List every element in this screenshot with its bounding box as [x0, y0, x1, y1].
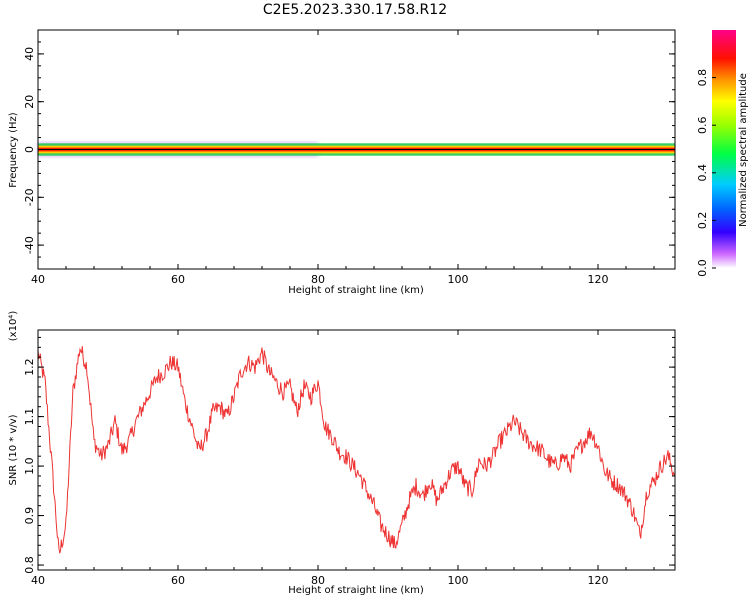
- spec-y-tick-label: -20: [23, 188, 36, 206]
- snr-y-tick-label: 1.2: [23, 358, 36, 376]
- spectrogram-x-label: Height of straight line (km): [288, 285, 424, 296]
- snr-scale-note: (x10⁴): [8, 311, 19, 342]
- colorbar-tick-label: 0.2: [696, 212, 709, 230]
- colorbar: 0.0 0.2 0.4 0.6 0.8 Normalized spectral ampl…: [696, 30, 749, 277]
- spec-y-tick-label: 20: [23, 95, 36, 109]
- spec-x-tick-label: 120: [588, 273, 609, 286]
- colorbar-ticks: 0.0 0.2 0.4 0.6 0.8: [696, 69, 716, 277]
- spec-x-tick-label: 80: [311, 273, 325, 286]
- snr-y-tick-label: 0.8: [23, 556, 36, 574]
- snr-y-tick-label: 1.0: [23, 457, 36, 475]
- figure-title: C2E5.2023.330.17.58.R12: [263, 2, 447, 18]
- frequency-band: [38, 142, 675, 157]
- snr-x-ticks: 40 60 80 100 120: [31, 330, 655, 587]
- snr-x-tick-label: 40: [31, 574, 45, 587]
- spectrogram-y-ticks: -40 -20 0 20 40: [23, 29, 675, 270]
- spec-x-tick-label: 60: [171, 273, 185, 286]
- snr-x-tick-label: 100: [448, 574, 469, 587]
- colorbar-gradient: [712, 30, 736, 268]
- snr-frame: [37, 329, 676, 571]
- spectrogram-y-label: Frequency (Hz): [8, 112, 19, 188]
- spec-y-tick-label: -40: [23, 236, 36, 254]
- colorbar-tick-label: 0.4: [696, 164, 709, 182]
- spec-y-tick-label: 0: [23, 146, 36, 153]
- snr-y-tick-label: 1.1: [23, 408, 36, 426]
- snr-series-line: [37, 346, 676, 554]
- snr-x-tick-label: 80: [311, 574, 325, 587]
- spectrogram-panel: 40 60 80 100 120 -40 -20 0 20 40 Height of strai…: [8, 29, 676, 296]
- snr-x-tick-label: 60: [171, 574, 185, 587]
- colorbar-tick-label: 0.0: [696, 259, 709, 277]
- snr-panel: 40 60 80 100 120 0.8 0.9 1.0 1.1 1.2 Height of s…: [8, 311, 676, 596]
- spec-x-tick-label: 100: [448, 273, 469, 286]
- colorbar-label: Normalized spectral amplitude: [738, 73, 749, 227]
- colorbar-tick-label: 0.6: [696, 116, 709, 134]
- spec-x-tick-label: 40: [31, 273, 45, 286]
- snr-background: [38, 330, 675, 570]
- snr-y-label: SNR (10 * v/v): [8, 414, 19, 485]
- spec-y-tick-label: 40: [23, 47, 36, 61]
- snr-y-ticks: 0.8 0.9 1.0 1.1 1.2: [23, 336, 675, 574]
- snr-y-tick-label: 0.9: [23, 507, 36, 525]
- snr-x-label: Height of straight line (km): [288, 585, 424, 596]
- snr-x-tick-label: 120: [588, 574, 609, 587]
- colorbar-tick-label: 0.8: [696, 69, 709, 87]
- spectrogram-x-ticks: 40 60 80 100 120: [31, 30, 655, 286]
